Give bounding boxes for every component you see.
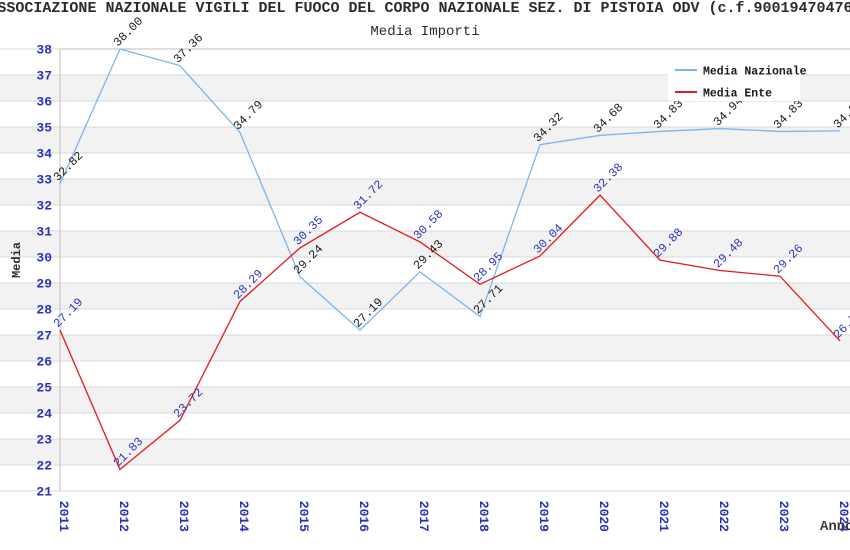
svg-text:Media Ente: Media Ente (703, 88, 772, 101)
svg-text:21: 21 (36, 485, 52, 500)
svg-text:34.85: 34.85 (831, 96, 850, 131)
svg-text:2012: 2012 (116, 501, 131, 532)
svg-text:26: 26 (36, 355, 52, 370)
svg-text:36: 36 (36, 95, 52, 110)
svg-text:23: 23 (36, 433, 52, 448)
svg-text:2013: 2013 (176, 501, 191, 532)
svg-text:2014: 2014 (236, 501, 251, 532)
svg-text:32: 32 (36, 199, 52, 214)
svg-text:37: 37 (36, 69, 52, 84)
svg-text:28: 28 (36, 303, 52, 318)
svg-text:30: 30 (36, 251, 52, 266)
svg-text:2015: 2015 (296, 501, 311, 532)
svg-text:2016: 2016 (356, 501, 371, 532)
svg-text:Media: Media (10, 242, 24, 278)
svg-text:29: 29 (36, 277, 52, 292)
svg-text:24: 24 (36, 407, 52, 422)
svg-text:38: 38 (36, 43, 52, 58)
svg-text:2019: 2019 (536, 501, 551, 532)
svg-text:22: 22 (36, 459, 52, 474)
svg-text:27: 27 (36, 329, 52, 344)
svg-text:2018: 2018 (476, 501, 491, 532)
svg-text:2022: 2022 (716, 501, 731, 532)
svg-text:2023: 2023 (776, 501, 791, 532)
svg-text:Media Nazionale: Media Nazionale (703, 66, 807, 79)
svg-text:31: 31 (36, 225, 52, 240)
svg-text:2020: 2020 (596, 501, 611, 532)
svg-text:2021: 2021 (656, 501, 671, 532)
svg-text:25: 25 (36, 381, 52, 396)
svg-text:Anno: Anno (820, 519, 850, 535)
svg-text:35: 35 (36, 121, 52, 136)
svg-text:2011: 2011 (56, 501, 71, 532)
svg-text:2017: 2017 (416, 501, 431, 532)
svg-text:34: 34 (36, 147, 52, 162)
